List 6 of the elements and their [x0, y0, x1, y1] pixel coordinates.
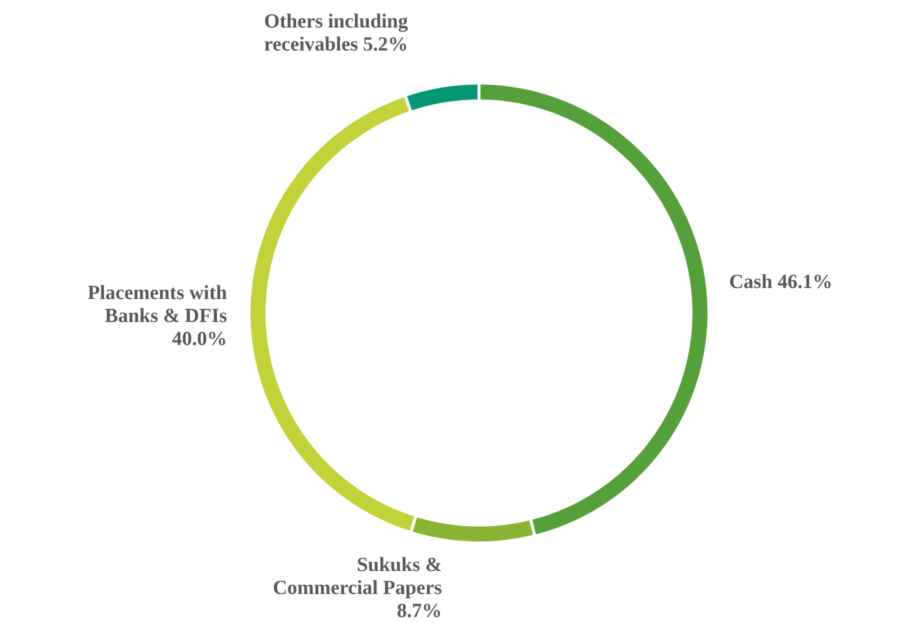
slice-label: Placements with Banks & DFIs — [88, 282, 228, 328]
slice-label: Sukuks & Commercial Papers — [272, 554, 442, 599]
slice-label: Cash 46.1% — [729, 271, 832, 294]
data-label: 40.0% — [172, 328, 228, 350]
data-label: 8.7% — [396, 600, 442, 622]
slice-label: Others including receivables 5.2% — [264, 10, 408, 56]
